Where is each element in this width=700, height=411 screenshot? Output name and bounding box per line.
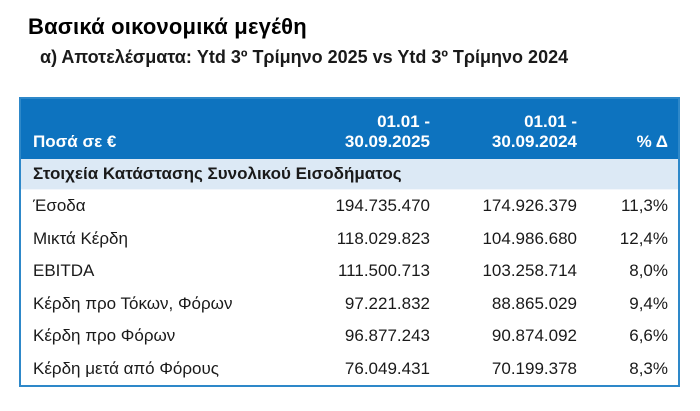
cell-ytd-2024: 104.986.680	[482, 228, 577, 248]
cell-ytd-2024: 174.926.379	[482, 196, 577, 216]
row-label: Έσοδα	[33, 196, 86, 216]
row-label: EBITDA	[33, 261, 95, 281]
cell-delta-pct: 11,3%	[621, 196, 668, 216]
section-header-row: Στοιχεία Κατάστασης Συνολικού Εισοδήματο…	[21, 159, 678, 190]
table-row-ebit: Κέρδη προ Τόκων, Φόρων 97.221.832 88.865…	[21, 287, 678, 320]
cell-ytd-2025: 96.877.243	[344, 326, 430, 346]
cell-delta-pct: 9,4%	[629, 293, 668, 313]
table-row-profit-after-tax: Κέρδη μετά από Φόρους 76.049.431 70.199.…	[21, 352, 678, 385]
financial-results-table: Ποσά σε € 01.01 - 30.09.2025 01.01 - 30.…	[19, 97, 680, 387]
column-header-delta: % Δ	[636, 132, 668, 151]
cell-ytd-2024: 88.865.029	[491, 293, 577, 313]
row-label: Κέρδη προ Τόκων, Φόρων	[33, 293, 233, 313]
table-header-row: Ποσά σε € 01.01 - 30.09.2025 01.01 - 30.…	[21, 99, 678, 159]
row-label: Κέρδη μετά από Φόρους	[33, 358, 219, 378]
table-row-gross-profit: Μικτά Κέρδη 118.029.823 104.986.680 12,4…	[21, 222, 678, 255]
cell-ytd-2025: 76.049.431	[344, 358, 430, 378]
cell-ytd-2025: 97.221.832	[344, 293, 430, 313]
cell-ytd-2025: 111.500.713	[337, 261, 430, 281]
column-header-amounts: Ποσά σε €	[33, 132, 117, 151]
section-header-label: Στοιχεία Κατάστασης Συνολικού Εισοδήματο…	[33, 164, 402, 183]
page-title: Βασικά οικονομικά μεγέθη	[28, 14, 307, 39]
cell-delta-pct: 8,3%	[629, 358, 668, 378]
cell-ytd-2025: 194.735.470	[335, 196, 430, 216]
cell-delta-pct: 8,0%	[629, 261, 668, 281]
period-2025-line1: 01.01 -	[377, 112, 430, 131]
cell-ytd-2024: 103.258.714	[482, 261, 577, 281]
cell-ytd-2024: 90.874.092	[491, 326, 577, 346]
table-row-ebitda: EBITDA 111.500.713 103.258.714 8,0%	[21, 255, 678, 288]
cell-delta-pct: 6,6%	[629, 326, 668, 346]
cell-delta-pct: 12,4%	[619, 228, 668, 248]
row-label: Κέρδη προ Φόρων	[33, 326, 176, 346]
table-row-revenue: Έσοδα 194.735.470 174.926.379 11,3%	[21, 190, 678, 223]
table-row-profit-before-tax: Κέρδη προ Φόρων 96.877.243 90.874.092 6,…	[21, 320, 678, 353]
column-header-period-2024: 01.01 - 30.09.2024	[430, 112, 577, 152]
row-label: Μικτά Κέρδη	[33, 228, 128, 248]
period-2025-line2: 30.09.2025	[344, 132, 430, 151]
cell-ytd-2024: 70.199.378	[491, 358, 577, 378]
cell-ytd-2025: 118.029.823	[336, 228, 430, 248]
period-2024-line1: 01.01 -	[524, 112, 577, 131]
period-2024-line2: 30.09.2024	[491, 132, 577, 151]
page-subtitle: α) Αποτελέσματα: Ytd 3º Τρίμηνο 2025 vs …	[40, 47, 569, 67]
column-header-period-2025: 01.01 - 30.09.2025	[271, 112, 430, 152]
